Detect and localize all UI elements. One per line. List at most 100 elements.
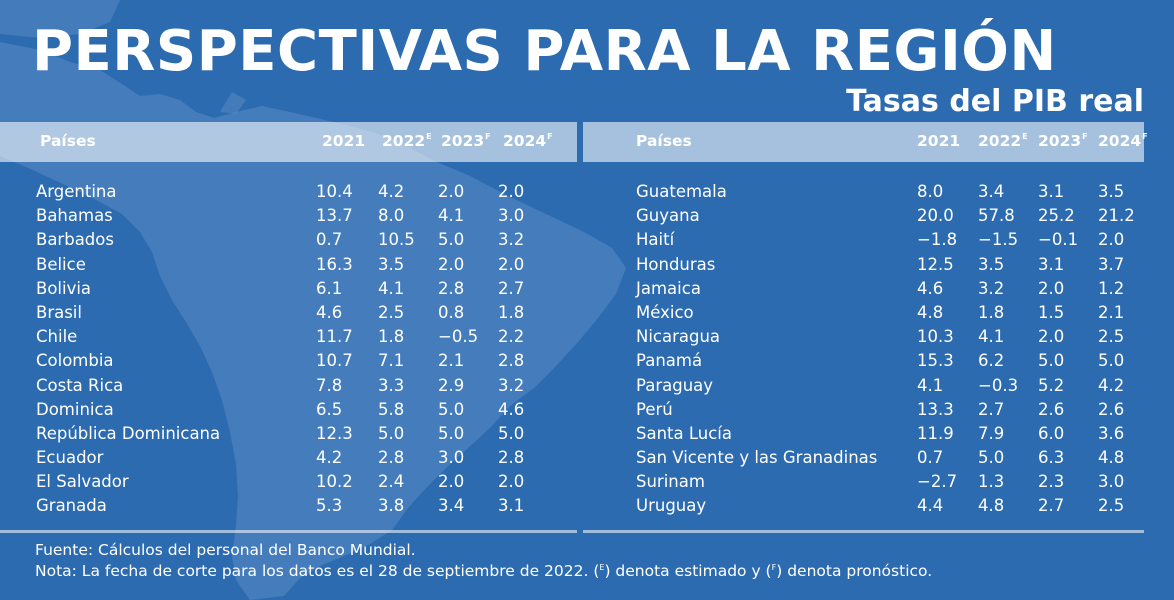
country-cell: Bolivia — [36, 278, 92, 298]
country-cell: El Salvador — [36, 472, 129, 492]
table-row: Bolivia 6.1 4.1 2.8 2.7 — [0, 277, 577, 301]
value-cell: 3.2 — [498, 375, 525, 395]
value-cell: 2.0 — [498, 254, 525, 274]
country-cell: Belice — [36, 254, 86, 274]
table-row: Colombia 10.7 7.1 2.1 2.8 — [0, 349, 577, 373]
value-cell: 2.0 — [1038, 278, 1065, 298]
table-bottom-rule — [583, 530, 1144, 533]
value-cell: 2.1 — [1098, 302, 1125, 322]
value-cell: 2.0 — [498, 472, 525, 492]
table-header: Países 2021 2022E 2023F 2024F — [583, 122, 1148, 162]
header-year: 2024F — [1098, 132, 1148, 150]
value-cell: 2.5 — [1098, 327, 1125, 347]
value-cell: 6.5 — [316, 399, 343, 419]
value-cell: 13.7 — [316, 206, 353, 226]
value-cell: 2.0 — [1098, 230, 1125, 250]
value-cell: 4.1 — [917, 375, 944, 395]
value-cell: 3.2 — [978, 278, 1005, 298]
country-cell: Costa Rica — [36, 375, 124, 395]
value-cell: 10.7 — [316, 351, 353, 371]
value-cell: 3.4 — [438, 496, 465, 516]
table-body: Guatemala 8.0 3.4 3.1 3.5 Guyana 20.0 57.8 25.2 2… — [583, 180, 1144, 519]
table-row: Belice 16.3 3.5 2.0 2.0 — [0, 253, 577, 277]
table-row: Dominica 6.5 5.8 5.0 4.6 — [0, 398, 577, 422]
value-cell: 4.2 — [378, 182, 405, 201]
table-row: Surinam −2.7 1.3 2.3 3.0 — [583, 470, 1144, 494]
table-row: Barbados 0.7 10.5 5.0 3.2 — [0, 228, 577, 252]
value-cell: 1.8 — [378, 327, 405, 347]
table-row: El Salvador 10.2 2.4 2.0 2.0 — [0, 470, 577, 494]
value-cell: 4.8 — [978, 496, 1005, 516]
value-cell: 6.1 — [316, 278, 343, 298]
value-cell: 20.0 — [917, 206, 954, 226]
value-cell: 3.7 — [1098, 254, 1125, 274]
value-cell: 2.0 — [498, 182, 525, 201]
value-cell: 3.0 — [498, 206, 525, 226]
value-cell: 11.7 — [316, 327, 353, 347]
value-cell: 4.4 — [917, 496, 944, 516]
table-row: Costa Rica 7.8 3.3 2.9 3.2 — [0, 374, 577, 398]
value-cell: 3.2 — [498, 230, 525, 250]
value-cell: 5.0 — [1038, 351, 1065, 371]
value-cell: 5.0 — [1098, 351, 1125, 371]
value-cell: 0.7 — [316, 230, 343, 250]
value-cell: 5.0 — [438, 423, 465, 443]
value-cell: 2.7 — [978, 399, 1005, 419]
table-row: Perú 13.3 2.7 2.6 2.6 — [583, 398, 1144, 422]
footnotes: Fuente: Cálculos del personal del Banco … — [35, 540, 932, 584]
country-cell: Argentina — [36, 182, 117, 201]
value-cell: 7.9 — [978, 423, 1005, 443]
table-row: Haití −1.8 −1.5 −0.1 2.0 — [583, 228, 1144, 252]
value-cell: 2.0 — [438, 472, 465, 492]
value-cell: 2.8 — [498, 448, 525, 468]
value-cell: 2.8 — [378, 448, 405, 468]
value-cell: 2.1 — [438, 351, 465, 371]
value-cell: 7.1 — [378, 351, 405, 371]
value-cell: 2.7 — [1038, 496, 1065, 516]
table-row: Guyana 20.0 57.8 25.2 21.2 — [583, 204, 1144, 228]
value-cell: 1.3 — [978, 472, 1005, 492]
source-note: Fuente: Cálculos del personal del Banco … — [35, 541, 416, 559]
country-cell: Brasil — [36, 302, 82, 322]
value-cell: 5.8 — [378, 399, 405, 419]
value-cell: 3.6 — [1098, 423, 1125, 443]
value-cell: 6.2 — [978, 351, 1005, 371]
country-cell: Surinam — [636, 472, 705, 492]
page-subtitle: Tasas del PIB real — [846, 84, 1144, 119]
value-cell: 3.3 — [378, 375, 405, 395]
value-cell: 12.3 — [316, 423, 353, 443]
table-row: Jamaica 4.6 3.2 2.0 1.2 — [583, 277, 1144, 301]
value-cell: 3.4 — [978, 182, 1005, 201]
value-cell: 2.0 — [1038, 327, 1065, 347]
value-cell: 3.1 — [1038, 254, 1065, 274]
value-cell: 4.1 — [978, 327, 1005, 347]
value-cell: −0.3 — [978, 375, 1019, 395]
table-row: México 4.8 1.8 1.5 2.1 — [583, 301, 1144, 325]
country-cell: Dominica — [36, 399, 114, 419]
value-cell: 8.0 — [917, 182, 944, 201]
cutoff-note: Nota: La fecha de corte para los datos e… — [35, 562, 933, 580]
country-cell: Haití — [636, 230, 675, 250]
country-cell: Bahamas — [36, 206, 113, 226]
value-cell: 0.7 — [917, 448, 944, 468]
value-cell: 2.7 — [498, 278, 525, 298]
value-cell: 1.8 — [978, 302, 1005, 322]
value-cell: 3.1 — [498, 496, 525, 516]
header-country: Países — [40, 132, 96, 150]
value-cell: −1.5 — [978, 230, 1019, 250]
value-cell: 11.9 — [917, 423, 954, 443]
table-row: Santa Lucía 11.9 7.9 6.0 3.6 — [583, 422, 1144, 446]
value-cell: 4.6 — [917, 278, 944, 298]
country-cell: Panamá — [636, 351, 703, 371]
value-cell: 2.6 — [1038, 399, 1065, 419]
value-cell: 3.0 — [438, 448, 465, 468]
value-cell: 57.8 — [978, 206, 1015, 226]
value-cell: 2.5 — [1098, 496, 1125, 516]
value-cell: 4.8 — [917, 302, 944, 322]
value-cell: 5.0 — [438, 399, 465, 419]
country-cell: Perú — [636, 399, 673, 419]
value-cell: 10.3 — [917, 327, 954, 347]
country-cell: Uruguay — [636, 496, 707, 516]
country-cell: Chile — [36, 327, 78, 347]
